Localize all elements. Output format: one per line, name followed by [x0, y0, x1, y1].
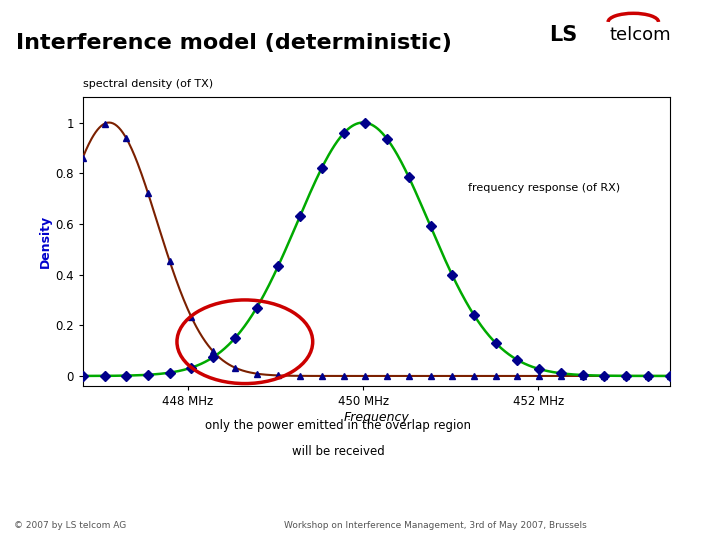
Text: only the power emitted in the overlap region: only the power emitted in the overlap re… [205, 419, 472, 432]
Text: spectral density (of TX): spectral density (of TX) [83, 78, 213, 89]
X-axis label: Frequency: Frequency [343, 411, 409, 424]
Text: will be received: will be received [292, 445, 384, 458]
Text: 12: 12 [690, 518, 707, 532]
Text: Interference model (deterministic): Interference model (deterministic) [16, 33, 452, 53]
Text: telcom: telcom [609, 26, 671, 44]
Text: LS: LS [549, 25, 577, 45]
Text: frequency response (of RX): frequency response (of RX) [468, 184, 621, 193]
Text: Workshop on Interference Management, 3rd of May 2007, Brussels: Workshop on Interference Management, 3rd… [284, 521, 587, 530]
Y-axis label: Density: Density [40, 215, 53, 268]
Text: © 2007 by LS telcom AG: © 2007 by LS telcom AG [14, 521, 126, 530]
